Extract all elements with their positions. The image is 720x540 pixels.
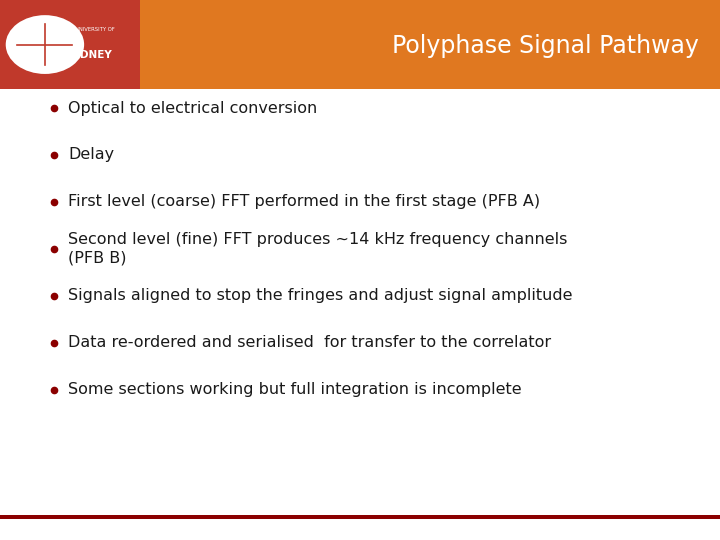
Text: Polyphase Signal Pathway: Polyphase Signal Pathway bbox=[392, 35, 698, 58]
Text: THE UNIVERSITY OF: THE UNIVERSITY OF bbox=[63, 27, 114, 32]
Text: Signals aligned to stop the fringes and adjust signal amplitude: Signals aligned to stop the fringes and … bbox=[68, 288, 573, 303]
Text: SYDNEY: SYDNEY bbox=[65, 50, 112, 60]
Text: Data re-ordered and serialised  for transfer to the correlator: Data re-ordered and serialised for trans… bbox=[68, 335, 552, 350]
Text: Delay: Delay bbox=[68, 147, 114, 163]
Bar bbox=[0, 0, 140, 89]
Circle shape bbox=[6, 15, 84, 74]
Bar bbox=[0, 0, 720, 89]
Text: Optical to electrical conversion: Optical to electrical conversion bbox=[68, 100, 318, 116]
Text: Some sections working but full integration is incomplete: Some sections working but full integrati… bbox=[68, 382, 522, 397]
Text: Second level (fine) FFT produces ~14 kHz frequency channels
(PFB B): Second level (fine) FFT produces ~14 kHz… bbox=[68, 232, 568, 266]
Bar bbox=[0, 515, 720, 519]
Text: First level (coarse) FFT performed in the first stage (PFB A): First level (coarse) FFT performed in th… bbox=[68, 194, 541, 210]
